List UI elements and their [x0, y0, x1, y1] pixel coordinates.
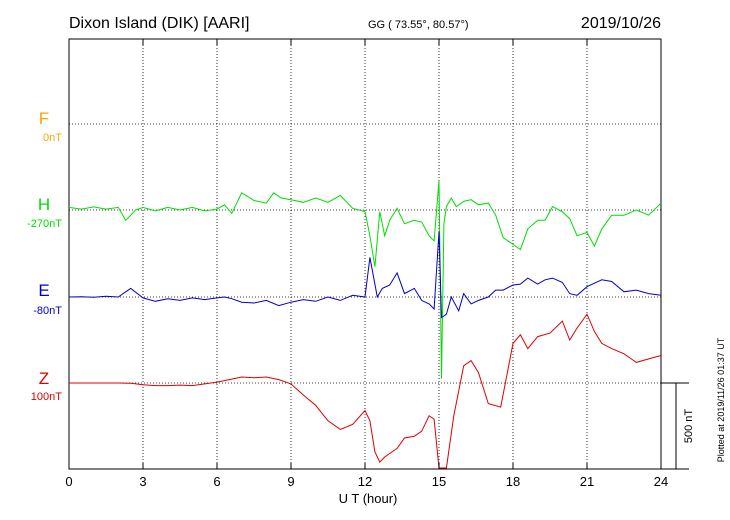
x-tick-label: 9 — [287, 474, 294, 489]
baseline-label-z: 100nT — [31, 391, 62, 403]
x-axis-label: U T (hour) — [339, 491, 398, 506]
trace-z — [69, 313, 662, 469]
x-tick-label: 12 — [358, 474, 372, 489]
x-tick-label: 0 — [65, 474, 72, 489]
component-label-z: Z — [39, 369, 49, 388]
component-label-f: F — [39, 109, 49, 128]
traces — [68, 180, 662, 469]
trace-e — [68, 231, 662, 319]
plotted-timestamp: Plotted at 2019/11/26 01:37 UT — [716, 337, 726, 462]
x-tick-label: 6 — [213, 474, 220, 489]
x-tick-label: 24 — [654, 474, 668, 489]
grid — [69, 39, 661, 469]
x-tick-label: 18 — [506, 474, 520, 489]
date-label: 2019/10/26 — [581, 15, 661, 32]
baseline-label-h: -270nT — [27, 218, 62, 230]
x-tick-label: 15 — [432, 474, 446, 489]
scale-bar: 500 nT — [661, 382, 695, 470]
component-label-h: H — [38, 195, 50, 214]
baseline-label-e: -80nT — [33, 305, 62, 317]
plot-frame — [68, 38, 662, 470]
x-tick-label: 21 — [580, 474, 594, 489]
baseline-label-f: 0nT — [43, 132, 62, 144]
x-tick-label: 3 — [139, 474, 146, 489]
x-axis: 0 3 6 9 12 15 18 21 24 — [65, 39, 668, 489]
geo-coords: GG ( 73.55°, 80.57°) — [368, 19, 469, 31]
component-label-e: E — [38, 281, 49, 300]
trace-h — [68, 180, 662, 379]
component-labels: F 0nT H -270nT E -80nT Z 100nT — [27, 109, 62, 403]
scale-bar-label: 500 nT — [683, 409, 695, 444]
station-title: Dixon Island (DIK) [AARI] — [69, 15, 250, 32]
